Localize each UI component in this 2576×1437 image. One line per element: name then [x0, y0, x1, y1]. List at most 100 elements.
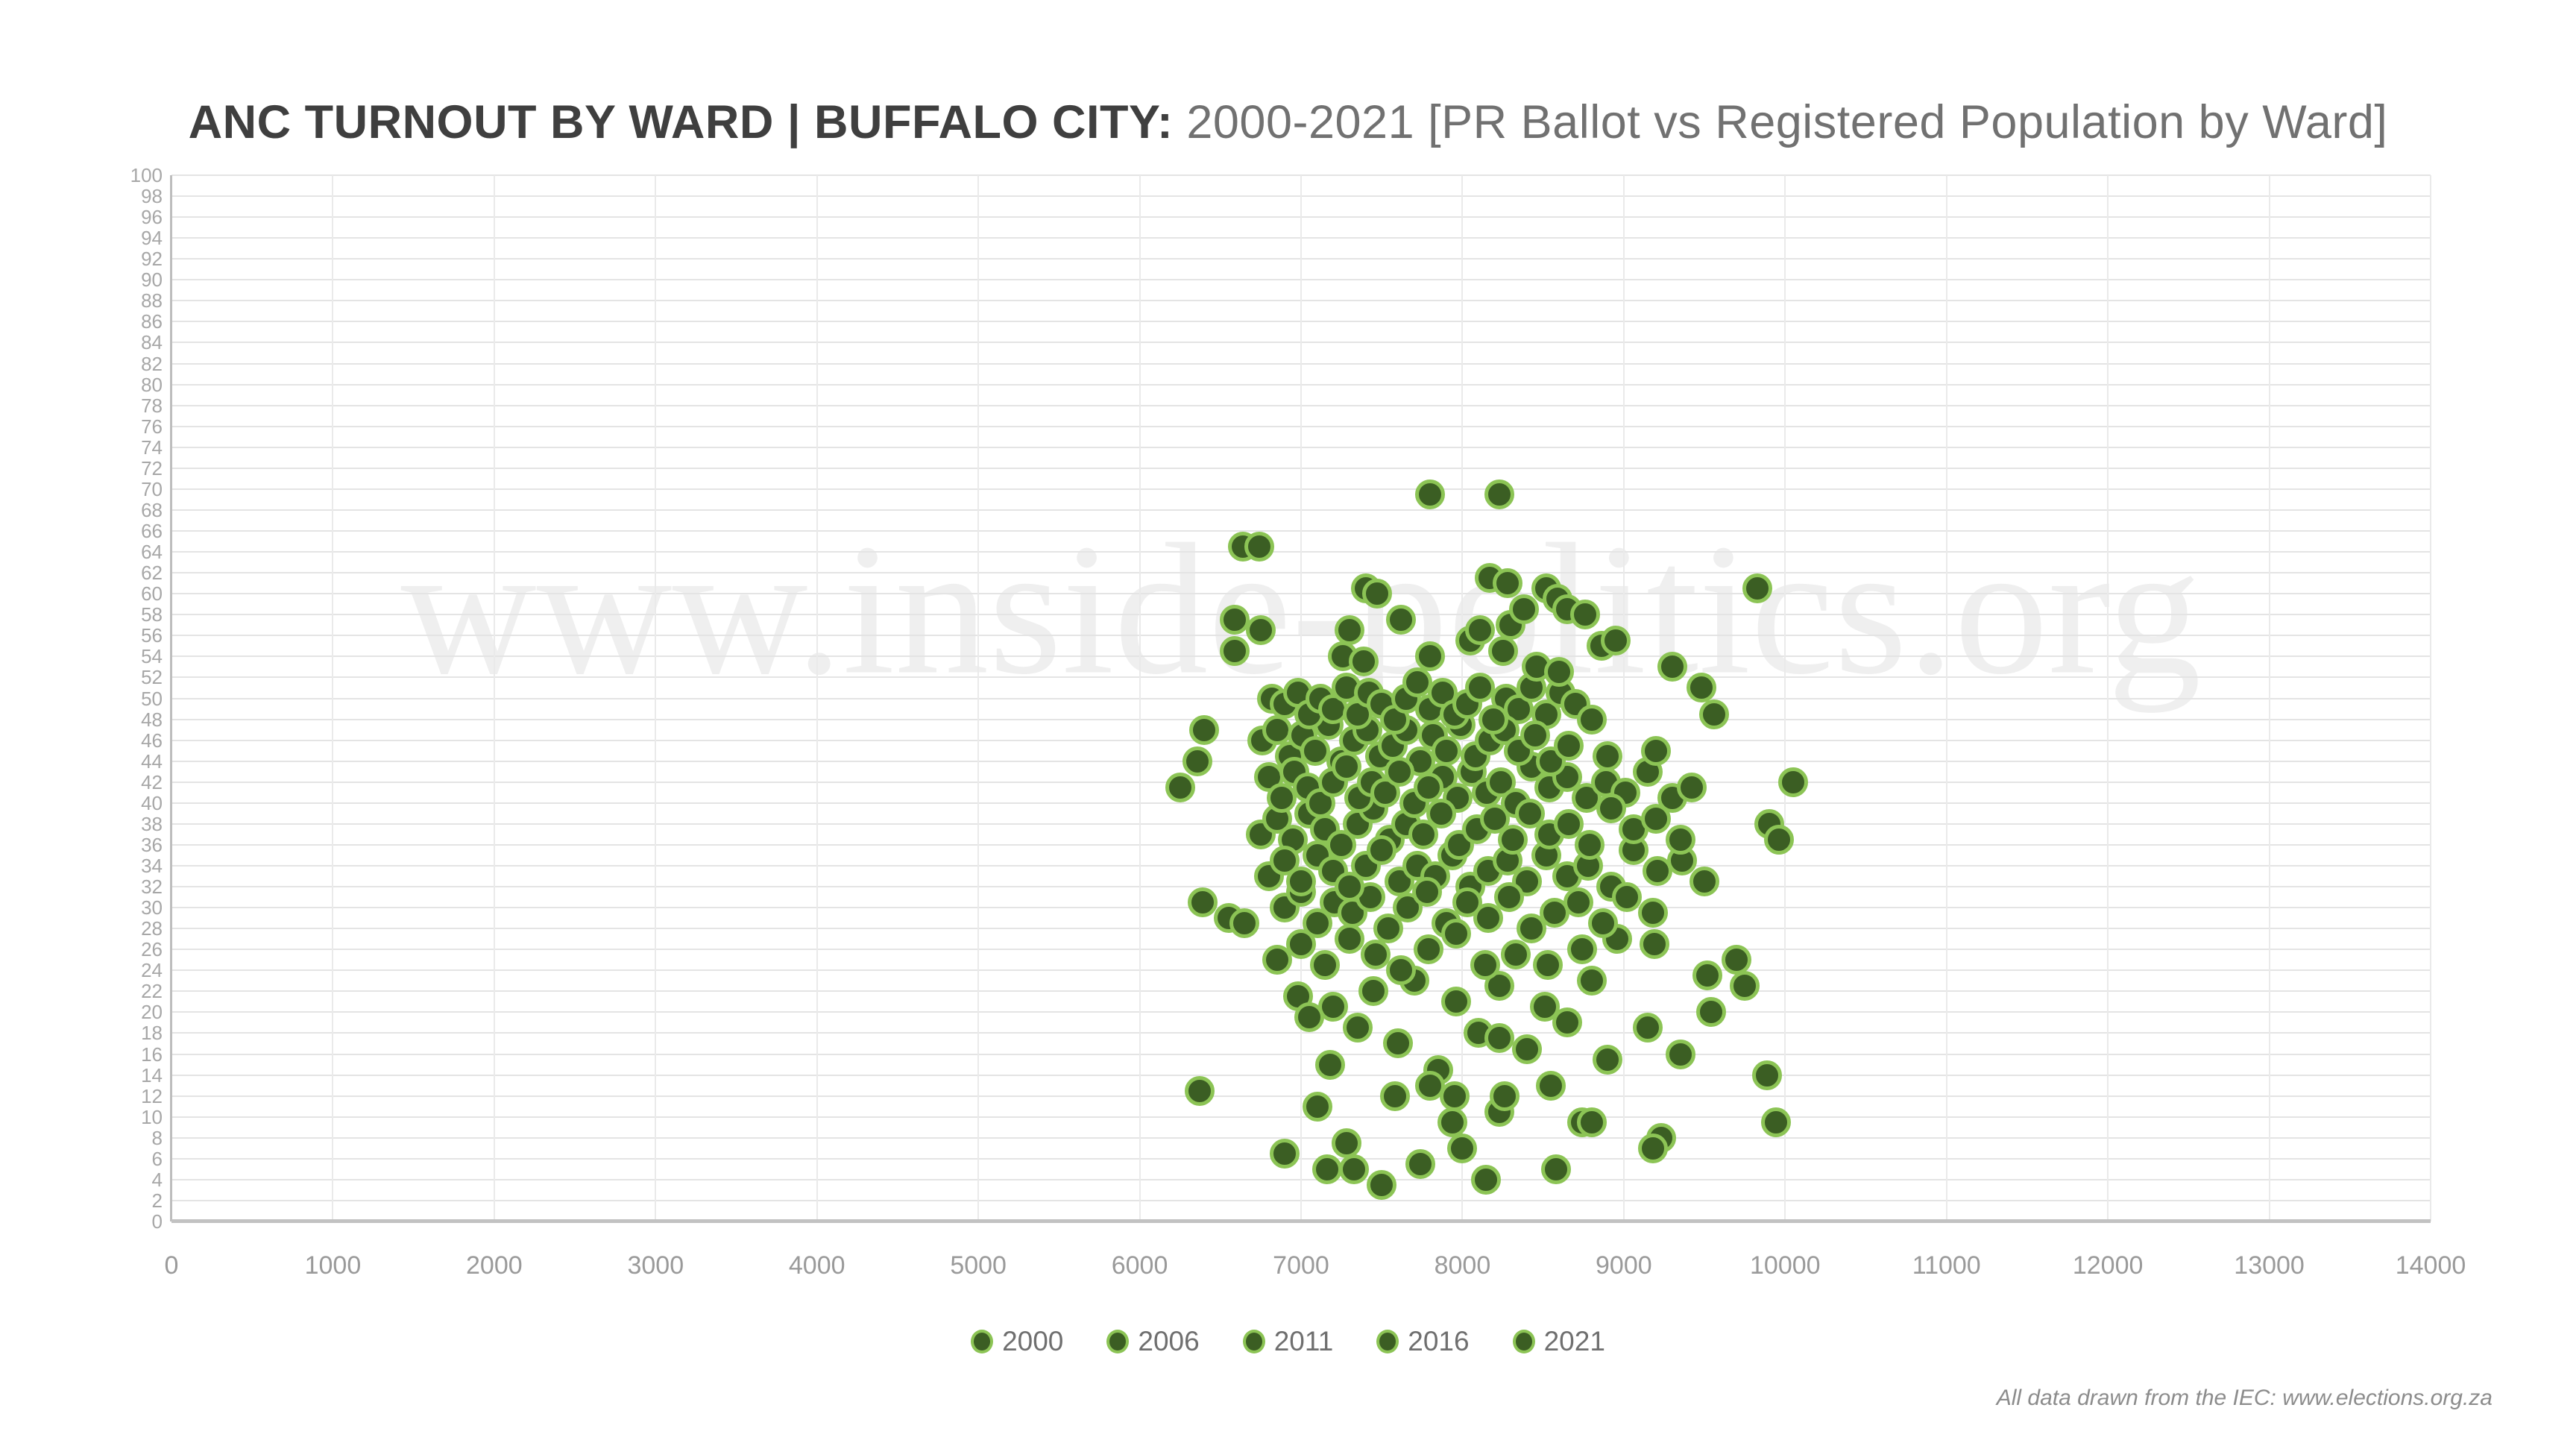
data-point-2006 [1229, 908, 1260, 939]
data-point-2016 [1596, 793, 1626, 823]
y-tick-label: 68 [141, 498, 163, 521]
y-tick-label: 22 [141, 980, 163, 1003]
y-tick-label: 28 [141, 917, 163, 940]
y-tick-label: 20 [141, 1001, 163, 1024]
data-point-2000 [1361, 579, 1392, 609]
y-tick-label: 64 [141, 541, 163, 564]
data-point-2016 [1575, 829, 1605, 860]
legend-marker-icon [1242, 1330, 1265, 1353]
data-point-2021 [1470, 950, 1500, 981]
v-gridline [2268, 175, 2270, 1221]
data-point-2006 [1220, 636, 1250, 667]
data-point-2011 [1431, 735, 1461, 766]
data-point-2000 [1686, 673, 1716, 703]
y-tick-label: 56 [141, 624, 163, 647]
v-gridline [977, 175, 980, 1221]
x-tick-label: 0 [164, 1251, 179, 1280]
x-tick-label: 6000 [1111, 1251, 1168, 1280]
data-point-2016 [1494, 882, 1525, 913]
data-point-2016 [1563, 887, 1594, 918]
data-point-2011 [1601, 626, 1631, 656]
data-point-2016 [1593, 740, 1623, 771]
data-point-2016 [1637, 898, 1668, 928]
y-tick-label: 72 [141, 456, 163, 479]
data-point-2021 [1533, 950, 1563, 981]
y-tick-label: 98 [141, 185, 163, 208]
data-point-2016 [1504, 735, 1534, 766]
data-point-2006 [1300, 735, 1331, 766]
data-point-2011 [1426, 798, 1457, 828]
data-point-2006 [1386, 605, 1417, 635]
y-tick-label: 62 [141, 562, 163, 585]
data-point-2006 [1294, 1002, 1324, 1033]
y-tick-label: 10 [141, 1105, 163, 1128]
x-tick-label: 4000 [788, 1251, 845, 1280]
data-point-2016 [1641, 735, 1672, 766]
data-point-2016 [1587, 908, 1618, 939]
y-tick-label: 84 [141, 331, 163, 354]
data-point-2016 [1515, 798, 1546, 828]
data-point-2021 [1566, 934, 1597, 965]
data-point-2006 [1382, 1028, 1413, 1059]
legend-label: 2021 [1543, 1326, 1605, 1356]
legend-marker-icon [1512, 1330, 1535, 1353]
data-point-2000 [1358, 976, 1389, 1007]
data-point-2016 [1657, 652, 1687, 682]
data-point-2016 [1262, 945, 1292, 975]
x-tick-label: 8000 [1434, 1251, 1491, 1280]
title-main: ANC TURNOUT BY WARD | BUFFALO CITY: [188, 96, 1174, 148]
data-point-2011 [1444, 829, 1475, 860]
y-tick-label: 8 [151, 1126, 163, 1149]
v-gridline [332, 175, 334, 1221]
data-point-2011 [1302, 1091, 1332, 1122]
data-point-2021 [1339, 1154, 1370, 1184]
legend-label: 2000 [1002, 1326, 1064, 1356]
data-point-2011 [1593, 1044, 1623, 1075]
y-tick-label: 16 [141, 1043, 163, 1066]
data-point-2000 [1244, 532, 1274, 562]
data-point-2000 [1722, 945, 1752, 975]
y-tick-label: 96 [141, 206, 163, 229]
data-point-2011 [1487, 636, 1518, 667]
y-tick-label: 30 [141, 896, 163, 919]
data-point-2021 [1270, 1138, 1300, 1169]
data-point-2021 [1478, 704, 1508, 735]
data-point-2011 [1569, 600, 1600, 630]
v-gridline [2430, 175, 2431, 1221]
data-point-2021 [1637, 1133, 1668, 1163]
y-tick-label: 6 [151, 1147, 163, 1170]
y-tick-label: 66 [141, 520, 163, 543]
data-point-2006 [1778, 767, 1809, 797]
y-axis-line [170, 175, 172, 1221]
y-tick-label: 60 [141, 582, 163, 606]
legend: 2000 2006 2011 2016 2021 [0, 1326, 2576, 1357]
data-point-2016 [1165, 772, 1195, 802]
data-point-2021 [1253, 861, 1284, 891]
y-tick-label: 50 [141, 687, 163, 710]
y-tick-label: 32 [141, 875, 163, 899]
data-point-2016 [1612, 882, 1643, 913]
y-tick-label: 80 [141, 373, 163, 396]
y-tick-label: 26 [141, 938, 163, 961]
data-point-2021 [1465, 673, 1496, 703]
data-point-2016 [1437, 1107, 1468, 1137]
data-point-2000 [1440, 987, 1471, 1017]
y-tick-label: 44 [141, 749, 163, 773]
plot-area: www.inside-politics.org [170, 174, 2431, 1223]
legend-label: 2016 [1408, 1326, 1470, 1356]
data-point-2021 [1360, 940, 1391, 970]
y-tick-label: 2 [151, 1189, 163, 1212]
data-point-2006 [1342, 1013, 1373, 1043]
data-point-2016 [1536, 1070, 1566, 1101]
data-point-2011 [1544, 657, 1575, 688]
data-point-2006 [1692, 960, 1723, 991]
legend-item-2021: 2021 [1512, 1326, 1605, 1357]
y-tick-label: 100 [130, 164, 163, 186]
data-point-2021 [1334, 924, 1364, 955]
y-tick-label: 54 [141, 645, 163, 668]
legend-item-2006: 2006 [1106, 1326, 1200, 1357]
data-point-2000 [1318, 992, 1349, 1022]
data-point-2016 [1554, 730, 1584, 761]
data-point-2011 [1752, 1060, 1783, 1090]
data-point-2006 [1270, 893, 1300, 923]
